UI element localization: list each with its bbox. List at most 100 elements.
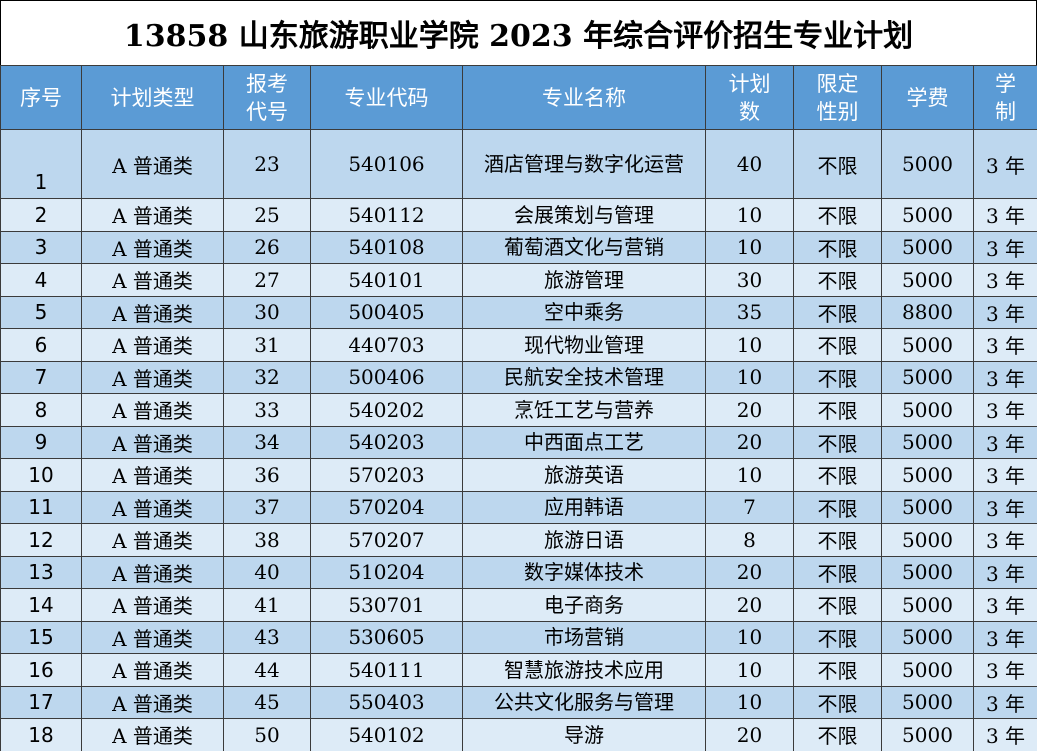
cell-apply-code: 43 (223, 620, 311, 654)
cell-quota: 20 (705, 718, 794, 751)
cell-quota: 10 (705, 360, 794, 394)
cell-tuition: 5000 (881, 458, 974, 492)
cell-gender: 不限 (793, 653, 882, 687)
cell-gender: 不限 (793, 523, 882, 557)
cell-tuition: 5000 (881, 360, 974, 394)
cell-gender: 不限 (793, 263, 882, 297)
cell-quota: 30 (705, 263, 794, 297)
cell-apply-code: 32 (223, 360, 311, 394)
cell-years: 3 年 (973, 129, 1037, 199)
cell-years: 3 年 (973, 360, 1037, 394)
cell-gender: 不限 (793, 198, 882, 232)
cell-apply-code: 50 (223, 718, 311, 751)
cell-no: 7 (0, 360, 82, 394)
cell-apply-code: 34 (223, 425, 311, 459)
cell-plan-type: A 普通类 (81, 129, 224, 199)
cell-quota: 20 (705, 555, 794, 589)
cell-plan-type: A 普通类 (81, 588, 224, 622)
cell-major-name: 民航安全技术管理 (462, 360, 706, 394)
cell-plan-type: A 普通类 (81, 328, 224, 362)
cell-apply-code: 36 (223, 458, 311, 492)
cell-tuition: 5000 (881, 425, 974, 459)
cell-major-name: 现代物业管理 (462, 328, 706, 362)
cell-plan-type: A 普通类 (81, 458, 224, 492)
header-quota-line1: 计划 (728, 71, 771, 96)
cell-tuition: 5000 (881, 523, 974, 557)
cell-major-code: 570207 (310, 523, 463, 557)
cell-gender: 不限 (793, 490, 882, 524)
cell-tuition: 5000 (881, 588, 974, 622)
cell-tuition: 5000 (881, 718, 974, 751)
cell-years: 3 年 (973, 685, 1037, 719)
cell-apply-code: 37 (223, 490, 311, 524)
cell-quota: 7 (705, 490, 794, 524)
cell-no: 10 (0, 458, 82, 492)
cell-years: 3 年 (973, 263, 1037, 297)
cell-gender: 不限 (793, 328, 882, 362)
cell-major-name: 中西面点工艺 (462, 425, 706, 459)
cell-no: 6 (0, 328, 82, 362)
cell-tuition: 5000 (881, 263, 974, 297)
table-row: 15 A 普通类 43 530605 市场营销 10 不限 5000 3 年 (0, 620, 1037, 654)
table-row: 18 A 普通类 50 540102 导游 20 不限 5000 3 年 (0, 718, 1037, 751)
cell-major-code: 570203 (310, 458, 463, 492)
cell-plan-type: A 普通类 (81, 555, 224, 589)
cell-plan-type: A 普通类 (81, 263, 224, 297)
cell-quota: 10 (705, 620, 794, 654)
cell-no: 17 (0, 685, 82, 719)
cell-major-name: 会展策划与管理 (462, 198, 706, 232)
cell-quota: 40 (705, 129, 794, 199)
cell-gender: 不限 (793, 393, 882, 427)
cell-apply-code: 38 (223, 523, 311, 557)
header-major-code: 专业代码 (310, 65, 463, 130)
cell-no: 16 (0, 653, 82, 687)
cell-major-code: 500405 (310, 295, 463, 329)
cell-no: 11 (0, 490, 82, 524)
cell-major-name: 公共文化服务与管理 (462, 685, 706, 719)
cell-tuition: 5000 (881, 490, 974, 524)
cell-gender: 不限 (793, 620, 882, 654)
cell-no: 8 (0, 393, 82, 427)
cell-years: 3 年 (973, 295, 1037, 329)
cell-tuition: 5000 (881, 328, 974, 362)
cell-major-name: 旅游管理 (462, 263, 706, 297)
cell-no: 12 (0, 523, 82, 557)
cell-gender: 不限 (793, 230, 882, 264)
header-quota-line2: 数 (739, 99, 760, 124)
cell-years: 3 年 (973, 328, 1037, 362)
cell-quota: 10 (705, 458, 794, 492)
header-major-name: 专业名称 (462, 65, 706, 130)
cell-quota: 8 (705, 523, 794, 557)
table-row: 17 A 普通类 45 550403 公共文化服务与管理 10 不限 5000 3 年 (0, 685, 1037, 719)
cell-years: 3 年 (973, 425, 1037, 459)
cell-major-name: 酒店管理与数字化运营 (462, 129, 706, 199)
cell-major-code: 540203 (310, 425, 463, 459)
cell-years: 3 年 (973, 198, 1037, 232)
cell-major-name: 空中乘务 (462, 295, 706, 329)
cell-major-name: 市场营销 (462, 620, 706, 654)
cell-major-name: 旅游日语 (462, 523, 706, 557)
cell-plan-type: A 普通类 (81, 295, 224, 329)
cell-tuition: 5000 (881, 555, 974, 589)
cell-tuition: 5000 (881, 230, 974, 264)
cell-no: 15 (0, 620, 82, 654)
cell-major-name: 旅游英语 (462, 458, 706, 492)
cell-apply-code: 23 (223, 129, 311, 199)
table-row: 13 A 普通类 40 510204 数字媒体技术 20 不限 5000 3 年 (0, 555, 1037, 589)
cell-plan-type: A 普通类 (81, 198, 224, 232)
cell-apply-code: 30 (223, 295, 311, 329)
table-row: 10 A 普通类 36 570203 旅游英语 10 不限 5000 3 年 (0, 458, 1037, 492)
cell-gender: 不限 (793, 295, 882, 329)
cell-apply-code: 44 (223, 653, 311, 687)
cell-apply-code: 40 (223, 555, 311, 589)
cell-major-name-text: 酒店管理与数字化运营 (484, 152, 684, 176)
cell-gender: 不限 (793, 555, 882, 589)
cell-plan-type: A 普通类 (81, 620, 224, 654)
cell-major-name: 智慧旅游技术应用 (462, 653, 706, 687)
